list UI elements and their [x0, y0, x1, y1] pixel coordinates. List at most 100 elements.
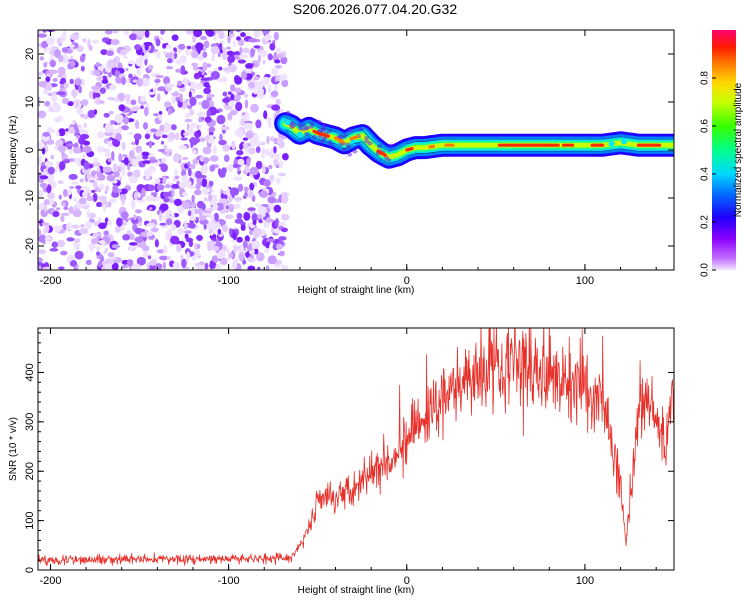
noise-speckle	[38, 30, 41, 34]
noise-speckle	[191, 255, 197, 261]
noise-speckle	[183, 79, 188, 87]
noise-speckle	[210, 71, 220, 80]
noise-speckle	[208, 126, 216, 133]
noise-speckle	[218, 43, 223, 50]
noise-speckle	[161, 157, 167, 163]
noise-speckle	[226, 248, 230, 254]
colorbar-tick-label: 0.4	[700, 167, 711, 181]
noise-speckle	[174, 175, 180, 180]
noise-speckle	[123, 55, 128, 59]
noise-speckle	[230, 84, 236, 92]
noise-speckle	[129, 33, 138, 41]
noise-speckle	[141, 151, 150, 157]
noise-speckle	[69, 260, 78, 267]
ridge-halo	[347, 128, 353, 133]
noise-speckle	[244, 99, 249, 109]
ridge-halo	[316, 119, 322, 124]
noise-speckle	[178, 145, 188, 150]
noise-speckle	[131, 106, 141, 110]
noise-speckle	[279, 250, 285, 257]
noise-speckle	[144, 44, 149, 51]
noise-speckle	[191, 62, 199, 67]
noise-speckle	[121, 197, 125, 206]
noise-speckle	[246, 244, 252, 252]
noise-speckle	[41, 40, 49, 49]
noise-speckle	[38, 110, 47, 119]
noise-speckle	[111, 262, 119, 270]
noise-speckle	[280, 192, 290, 197]
noise-speckle	[105, 37, 109, 41]
noise-speckle	[260, 141, 266, 146]
noise-speckle	[66, 237, 75, 242]
noise-speckle	[38, 234, 47, 243]
noise-speckle	[276, 243, 283, 250]
noise-speckle	[104, 230, 109, 235]
ridge-halo	[317, 128, 323, 133]
noise-speckle	[94, 98, 102, 105]
noise-speckle	[235, 101, 243, 112]
ridge-halo	[285, 110, 291, 115]
noise-speckle	[119, 49, 128, 56]
noise-speckle	[227, 113, 233, 121]
noise-speckle	[202, 146, 212, 155]
noise-speckle	[58, 266, 65, 270]
noise-speckle	[181, 192, 188, 197]
noise-speckle	[280, 56, 288, 65]
noise-speckle	[82, 191, 88, 198]
noise-speckle	[114, 70, 121, 78]
noise-speckle	[207, 240, 217, 246]
noise-speckle	[244, 164, 250, 174]
noise-speckle	[155, 38, 161, 47]
noise-speckle	[259, 190, 269, 198]
noise-speckle	[181, 55, 187, 61]
colorbar-ticks: 0.0 0.2 0.4 0.6 0.8	[700, 71, 716, 277]
noise-speckle	[103, 112, 110, 118]
ridge-halo	[358, 127, 364, 132]
noise-speckle	[154, 239, 159, 248]
noise-speckle	[70, 33, 80, 41]
noise-speckle	[69, 78, 74, 85]
noise-speckle	[107, 252, 115, 258]
noise-speckle	[188, 126, 194, 134]
noise-speckle	[274, 85, 278, 91]
noise-speckle	[232, 40, 237, 48]
noise-speckle	[253, 248, 259, 255]
noise-speckle	[42, 89, 48, 95]
noise-speckle	[118, 153, 123, 163]
noise-speckle	[236, 236, 243, 243]
noise-speckle	[143, 122, 148, 130]
noise-speckle	[164, 148, 173, 153]
noise-speckle	[43, 199, 50, 206]
noise-speckle	[231, 142, 235, 149]
noise-speckle	[174, 168, 179, 177]
noise-speckle	[135, 58, 143, 67]
noise-speckle	[153, 196, 161, 202]
noise-speckle	[120, 211, 129, 219]
noise-speckle	[53, 49, 61, 58]
noise-speckle	[281, 79, 289, 88]
noise-speckle	[247, 207, 256, 211]
noise-speckle	[79, 178, 84, 183]
noise-speckle	[115, 132, 122, 142]
noise-speckle	[249, 182, 255, 191]
noise-speckle	[90, 85, 100, 90]
noise-speckle	[107, 157, 112, 163]
noise-speckle	[44, 204, 47, 213]
noise-speckle	[49, 248, 59, 252]
ridge-peak	[333, 136, 345, 144]
noise-speckle	[181, 258, 187, 268]
noise-speckle	[74, 78, 82, 86]
noise-speckle	[197, 129, 201, 135]
noise-speckle	[192, 158, 199, 165]
y-tick-label: 100	[24, 511, 36, 529]
noise-speckle	[154, 178, 161, 184]
noise-speckle	[116, 217, 123, 227]
noise-speckle	[38, 257, 44, 262]
noise-speckle	[158, 212, 163, 222]
noise-speckle	[129, 150, 135, 159]
noise-speckle	[187, 161, 191, 168]
noise-speckle	[41, 147, 46, 155]
noise-speckle	[121, 168, 126, 177]
noise-speckle	[270, 227, 275, 234]
noise-speckle	[174, 198, 182, 206]
